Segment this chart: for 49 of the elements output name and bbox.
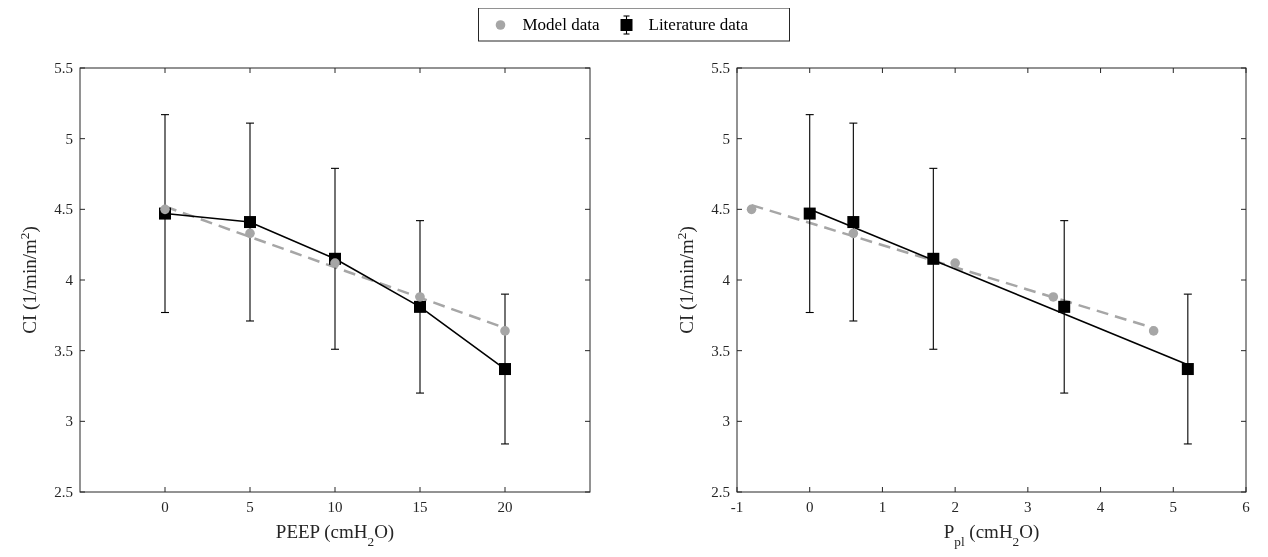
point <box>499 363 511 376</box>
x-tick-label: 10 <box>327 499 343 515</box>
x-tick-label: 2 <box>951 499 959 515</box>
point <box>927 252 940 265</box>
x-tick-label: 20 <box>497 499 513 515</box>
point <box>848 228 859 239</box>
y-tick-label: 5 <box>65 130 73 147</box>
x-tick-label: 0 <box>805 499 814 515</box>
x-tick-label: 5 <box>246 499 254 515</box>
legend-label: Model data <box>522 15 600 34</box>
x-tick-label: 5 <box>1169 499 1178 515</box>
x-tick-label: 0 <box>161 499 169 515</box>
point <box>415 292 425 302</box>
x-axis-title: P$_{pl}$ (cmH$_{2}$O) <box>943 521 1040 549</box>
point <box>1181 363 1194 376</box>
y-tick-label: 3.5 <box>711 342 730 359</box>
point <box>244 216 256 229</box>
point <box>1148 326 1159 336</box>
x-tick-label: -1 <box>730 499 744 515</box>
point <box>746 204 757 215</box>
y-tick-label: 4.5 <box>54 201 73 218</box>
y-tick-label: 3.5 <box>54 342 73 359</box>
y-tick-label: 2.5 <box>711 484 730 500</box>
x-tick-label: 15 <box>412 499 428 515</box>
point <box>1058 300 1071 313</box>
point <box>330 258 340 268</box>
x-tick-label: 6 <box>1242 499 1251 515</box>
x-tick-label: 1 <box>878 499 887 515</box>
y-tick-label: 5 <box>722 130 730 147</box>
y-tick-label: 3 <box>722 413 730 430</box>
y-tick-label: 5.5 <box>711 60 730 76</box>
point <box>160 204 170 215</box>
x-axis-title: PEEP (cmH$_{2}$O) <box>275 521 395 549</box>
point <box>803 207 816 220</box>
y-tick-label: 2.5 <box>54 484 73 500</box>
point <box>950 258 960 268</box>
legend-label: Literature data <box>648 15 749 34</box>
point <box>500 326 510 336</box>
y-tick-label: 5.5 <box>54 60 73 76</box>
point <box>1048 292 1059 302</box>
point <box>847 216 860 229</box>
x-tick-label: 4 <box>1096 499 1105 515</box>
y-tick-label: 4.5 <box>711 201 730 218</box>
y-tick-label: 4 <box>65 272 74 288</box>
x-tick-label: 3 <box>1024 499 1032 515</box>
y-tick-label: 3 <box>65 413 73 430</box>
point <box>245 228 255 239</box>
point <box>414 300 426 313</box>
y-tick-label: 4 <box>722 272 731 288</box>
